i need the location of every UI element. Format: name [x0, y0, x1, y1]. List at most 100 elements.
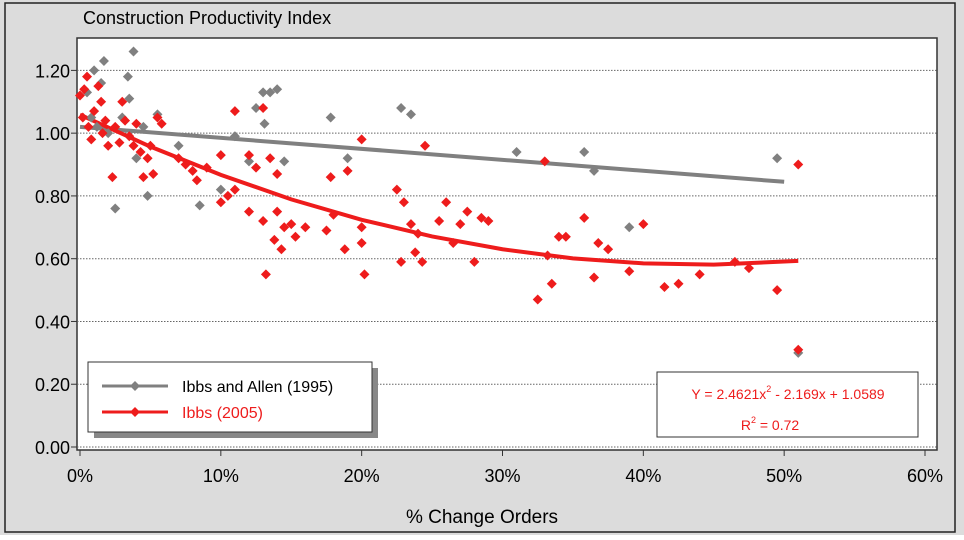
point: [128, 140, 139, 151]
point: [476, 212, 487, 223]
point: [258, 103, 269, 114]
legend: Ibbs and Allen (1995) Ibbs (2005): [87, 361, 378, 438]
point: [272, 168, 283, 179]
point: [114, 137, 125, 148]
point: [342, 165, 353, 176]
point: [258, 216, 269, 227]
legend-marker: [130, 381, 140, 391]
x-tick-label: 20%: [344, 466, 380, 486]
point: [128, 46, 139, 57]
point: [434, 216, 445, 227]
equation-box: Y = 2.4621x2 - 2.169x + 1.0589 R2 = 0.72: [656, 371, 919, 438]
x-axis-label: % Change Orders: [406, 507, 558, 528]
point: [532, 294, 543, 305]
point: [110, 121, 121, 132]
legend-marker: [130, 407, 140, 417]
point: [420, 140, 431, 151]
point: [793, 159, 804, 170]
point: [356, 222, 367, 233]
point: [142, 153, 153, 164]
point: [145, 140, 156, 151]
point: [215, 150, 226, 161]
point: [462, 206, 473, 217]
point: [276, 244, 287, 255]
point: [103, 140, 114, 151]
trend-line: [79, 124, 785, 184]
point: [398, 197, 409, 208]
x-tick-label: 0%: [67, 466, 93, 486]
point: [77, 112, 88, 123]
point: [124, 93, 135, 104]
trend-line: [79, 112, 799, 267]
point: [100, 115, 111, 126]
point: [396, 103, 407, 114]
point: [290, 231, 301, 242]
point: [553, 231, 564, 242]
point: [131, 153, 142, 164]
point: [131, 118, 142, 129]
point: [229, 184, 240, 195]
x-tick-label: 10%: [203, 466, 239, 486]
point: [272, 84, 283, 95]
point: [560, 231, 571, 242]
point: [222, 190, 233, 201]
equation-part: Y = 2.4621x: [691, 386, 766, 402]
point: [469, 256, 480, 267]
point: [265, 153, 276, 164]
x-tick-label: 60%: [907, 466, 943, 486]
y-tick-label: 0.20: [35, 375, 70, 395]
point: [122, 71, 133, 82]
point: [244, 206, 254, 217]
point: [244, 156, 254, 167]
point: [793, 344, 804, 355]
y-tick-label: 0.80: [35, 187, 70, 207]
point: [743, 263, 754, 274]
point: [180, 159, 191, 170]
equation-part: - 2.169x + 1.0589: [771, 386, 884, 402]
point: [194, 200, 205, 211]
point: [148, 168, 159, 179]
point: [511, 146, 522, 157]
point: [124, 131, 135, 142]
point: [142, 190, 153, 201]
point: [286, 219, 297, 230]
point: [391, 184, 402, 195]
marks: [75, 46, 804, 358]
x-tick-label: 30%: [484, 466, 520, 486]
point: [135, 146, 146, 157]
point: [75, 90, 85, 101]
point: [117, 96, 128, 107]
r-squared-part: R: [741, 417, 751, 433]
point: [772, 285, 783, 296]
point: [265, 87, 276, 98]
point: [339, 244, 350, 255]
r-squared-exponent: 2: [751, 415, 756, 425]
point: [98, 55, 109, 66]
point: [448, 238, 459, 248]
equation-exponent: 2: [766, 384, 771, 394]
point: [359, 269, 370, 280]
point: [272, 206, 283, 217]
point: [215, 197, 226, 208]
point: [624, 222, 635, 233]
point: [638, 219, 649, 230]
point: [603, 244, 614, 255]
point: [260, 269, 271, 280]
point: [483, 216, 494, 227]
legend-label: Ibbs and Allen (1995): [182, 379, 333, 396]
point: [93, 81, 104, 92]
r-squared: R2 = 0.72: [741, 415, 800, 433]
point: [120, 115, 131, 126]
y-tick-label: 0.60: [35, 250, 70, 270]
point: [396, 256, 407, 267]
x-tick-label: 50%: [766, 466, 802, 486]
point: [138, 172, 149, 183]
point: [325, 172, 336, 183]
point: [325, 112, 336, 123]
equation-frame: [656, 371, 919, 438]
point: [258, 87, 269, 98]
r-squared-part: = 0.72: [756, 417, 799, 433]
point: [546, 278, 557, 289]
point: [624, 266, 635, 277]
